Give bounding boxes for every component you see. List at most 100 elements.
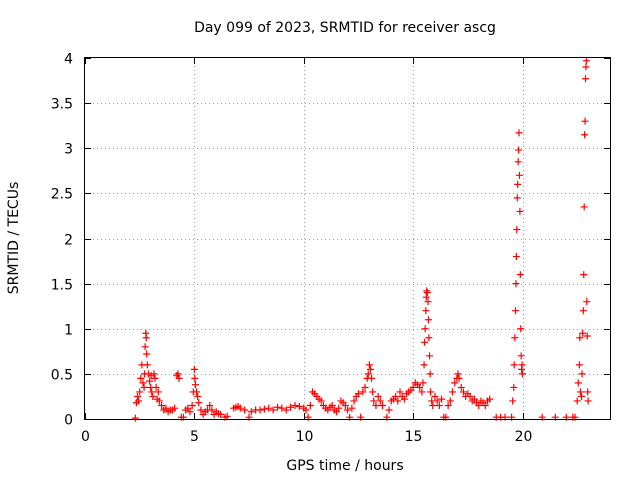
- data-point: [374, 392, 382, 400]
- y-tick-label: 3.5: [51, 97, 73, 113]
- data-point: [217, 410, 225, 418]
- data-point: [162, 404, 170, 412]
- data-point: [282, 406, 290, 414]
- data-point: [317, 397, 325, 405]
- data-point: [348, 404, 356, 412]
- data-point: [512, 280, 520, 288]
- data-point: [426, 352, 434, 360]
- data-point: [194, 392, 202, 400]
- data-point: [400, 395, 408, 403]
- y-tick-label: 0.5: [51, 368, 73, 384]
- x-tick-label: 10: [296, 429, 314, 445]
- data-point: [454, 370, 462, 378]
- data-point: [256, 406, 264, 414]
- data-point: [518, 361, 526, 369]
- data-point: [137, 374, 145, 382]
- x-tick-label: 0: [81, 429, 90, 445]
- data-point: [131, 414, 139, 422]
- x-tick-label: 15: [405, 429, 423, 445]
- y-tick-label: 3: [64, 142, 73, 158]
- data-point: [344, 406, 351, 414]
- data-point: [420, 361, 428, 369]
- data-point: [368, 374, 376, 382]
- data-point: [191, 381, 199, 389]
- data-point: [435, 401, 443, 409]
- data-point: [584, 397, 592, 405]
- data-point: [583, 332, 591, 340]
- data-point: [143, 361, 151, 369]
- y-axis-title: SRMTID / TECUs: [6, 182, 22, 295]
- data-point: [149, 392, 157, 400]
- data-point: [449, 388, 456, 396]
- data-point: [247, 408, 255, 416]
- data-point: [578, 392, 586, 400]
- data-point: [150, 370, 158, 378]
- data-point: [422, 293, 430, 301]
- plot-frame: [84, 57, 611, 420]
- data-point: [364, 370, 372, 378]
- data-point: [151, 374, 159, 382]
- data-point: [175, 374, 183, 382]
- data-point: [481, 401, 489, 409]
- data-point: [438, 395, 446, 403]
- chart-title: Day 099 of 2023, SRMTID for receiver asc…: [194, 20, 496, 36]
- data-point: [134, 392, 141, 400]
- data-point: [444, 401, 452, 409]
- data-point: [302, 406, 310, 414]
- data-point: [514, 180, 522, 188]
- x-tick-label: 20: [515, 429, 533, 445]
- data-point: [510, 383, 518, 391]
- data-point: [193, 388, 201, 396]
- data-point: [512, 253, 520, 261]
- data-point: [581, 117, 589, 125]
- data-point: [423, 287, 431, 295]
- data-point: [424, 316, 432, 324]
- data-point: [141, 343, 149, 351]
- data-point: [457, 383, 465, 391]
- y-tick-label: 2.5: [51, 187, 73, 203]
- data-point: [241, 406, 249, 414]
- data-point: [154, 388, 162, 396]
- data-point: [459, 388, 467, 396]
- data-point: [186, 408, 194, 416]
- data-point: [582, 63, 590, 71]
- data-point: [510, 361, 518, 369]
- data-point: [146, 377, 154, 385]
- data-point: [171, 404, 179, 412]
- data-point: [582, 57, 590, 65]
- data-point: [152, 383, 160, 391]
- data-point: [416, 383, 424, 391]
- data-point: [333, 408, 341, 416]
- data-point: [361, 383, 369, 391]
- data-point: [424, 298, 432, 306]
- data-point: [455, 374, 463, 382]
- data-point: [306, 401, 314, 409]
- data-point: [223, 412, 231, 420]
- data-point: [265, 404, 273, 412]
- data-point: [451, 379, 459, 387]
- data-point: [576, 334, 584, 342]
- data-point: [274, 403, 281, 411]
- data-point: [519, 370, 526, 378]
- data-point: [475, 401, 483, 409]
- data-point: [427, 388, 435, 396]
- data-point: [158, 401, 166, 409]
- data-point: [431, 392, 439, 400]
- data-point: [369, 388, 377, 396]
- y-tick-label: 1.5: [51, 278, 73, 294]
- data-point: [580, 203, 588, 211]
- grid: [85, 58, 610, 419]
- data-point: [429, 401, 437, 409]
- data-point: [511, 334, 519, 342]
- data-point: [574, 379, 582, 387]
- data-point: [139, 379, 147, 387]
- data-point: [376, 397, 384, 405]
- data-point: [426, 370, 434, 378]
- data-point: [197, 406, 205, 414]
- data-point: [579, 307, 587, 315]
- data-point: [142, 334, 150, 342]
- data-point: [379, 401, 386, 409]
- data-point: [578, 370, 586, 378]
